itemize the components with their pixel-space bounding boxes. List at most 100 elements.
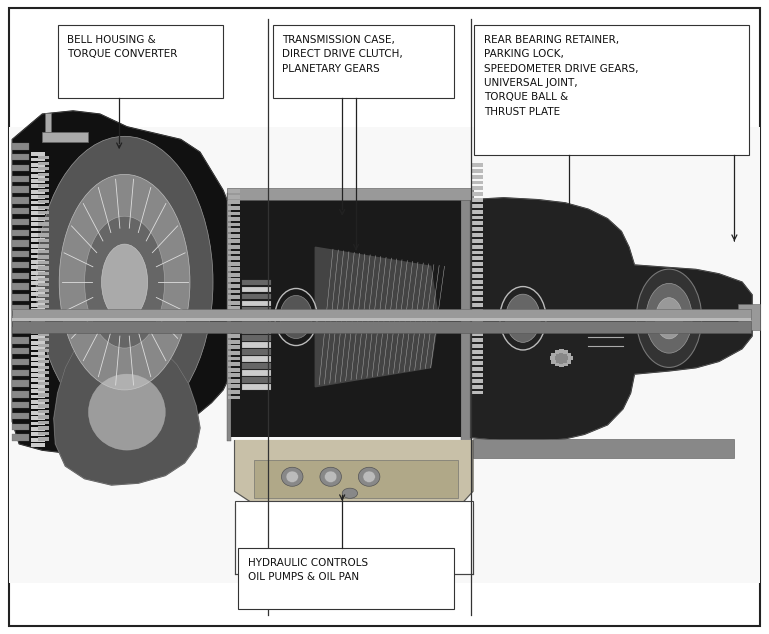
Bar xyxy=(273,25,454,98)
Bar xyxy=(38,377,49,380)
Bar xyxy=(31,184,45,188)
Bar xyxy=(12,402,29,408)
Bar xyxy=(12,316,29,322)
Bar xyxy=(31,217,45,221)
Bar xyxy=(564,363,568,366)
Bar xyxy=(254,460,458,498)
Ellipse shape xyxy=(36,136,213,428)
Bar xyxy=(31,325,45,328)
Bar xyxy=(228,290,240,294)
Bar xyxy=(242,363,271,369)
Bar xyxy=(31,320,45,323)
Bar xyxy=(58,25,223,98)
Bar xyxy=(228,384,240,388)
Bar xyxy=(38,333,49,336)
Bar xyxy=(471,385,483,389)
Bar xyxy=(38,415,49,418)
Bar xyxy=(9,127,760,583)
Bar xyxy=(738,304,760,330)
Bar xyxy=(242,294,271,299)
Bar xyxy=(471,338,483,342)
Bar xyxy=(31,346,45,350)
Bar xyxy=(471,274,483,278)
Bar xyxy=(228,195,240,198)
Bar xyxy=(12,176,29,182)
Bar xyxy=(38,355,49,358)
Bar xyxy=(31,254,45,259)
Bar xyxy=(242,349,271,355)
Bar xyxy=(228,328,240,332)
Bar xyxy=(471,250,483,254)
Bar xyxy=(471,239,483,243)
Polygon shape xyxy=(315,247,438,387)
Bar xyxy=(471,210,483,214)
Bar xyxy=(12,309,751,319)
Bar xyxy=(461,197,471,441)
Bar xyxy=(38,200,49,204)
Bar xyxy=(38,382,49,385)
Bar xyxy=(228,273,240,276)
Bar xyxy=(471,350,483,354)
Bar xyxy=(242,314,271,320)
Bar xyxy=(471,332,483,336)
Bar xyxy=(228,396,240,399)
Bar xyxy=(38,172,49,176)
Bar xyxy=(559,364,564,368)
Bar xyxy=(31,163,45,167)
Bar xyxy=(471,163,483,167)
Bar xyxy=(471,245,483,249)
Bar xyxy=(235,501,473,574)
Bar xyxy=(12,283,29,290)
Bar xyxy=(12,208,29,214)
Bar xyxy=(242,287,271,292)
Bar xyxy=(38,404,49,408)
Text: REAR BEARING RETAINER,
PARKING LOCK,
SPEEDOMETER DRIVE GEARS,
UNIVERSAL JOINT,
T: REAR BEARING RETAINER, PARKING LOCK, SPE… xyxy=(484,35,638,117)
Bar xyxy=(31,298,45,302)
Bar xyxy=(471,181,483,184)
Bar xyxy=(242,301,271,306)
Bar xyxy=(38,288,49,292)
Bar xyxy=(31,411,45,415)
Bar xyxy=(38,272,49,275)
Bar xyxy=(31,276,45,280)
Text: BELL HOUSING &
TORQUE CONVERTER: BELL HOUSING & TORQUE CONVERTER xyxy=(67,35,178,59)
Bar xyxy=(38,360,49,363)
Bar xyxy=(38,432,49,435)
Bar xyxy=(38,250,49,253)
Bar xyxy=(31,223,45,226)
Bar xyxy=(38,256,49,259)
Bar xyxy=(31,384,45,388)
Bar xyxy=(228,200,240,204)
Bar xyxy=(227,193,231,441)
Bar xyxy=(31,378,45,382)
Bar xyxy=(12,370,29,376)
Bar xyxy=(471,344,483,347)
Bar xyxy=(228,362,240,366)
Bar xyxy=(38,338,49,341)
Bar xyxy=(228,334,240,338)
Bar xyxy=(471,309,483,313)
Bar xyxy=(38,437,49,441)
Bar xyxy=(38,217,49,220)
Bar xyxy=(12,165,29,171)
Bar xyxy=(38,410,49,413)
Bar xyxy=(12,294,29,301)
Bar xyxy=(471,256,483,260)
Bar xyxy=(228,189,240,193)
Bar xyxy=(38,266,49,269)
Bar xyxy=(242,321,271,327)
Bar xyxy=(38,178,49,181)
Bar xyxy=(471,175,483,179)
Bar xyxy=(38,223,49,226)
Bar xyxy=(242,328,271,334)
Bar xyxy=(31,422,45,425)
Bar xyxy=(568,356,572,360)
Bar xyxy=(12,380,29,387)
Bar xyxy=(231,200,461,437)
Bar xyxy=(31,265,45,269)
Bar xyxy=(12,197,29,204)
Bar xyxy=(31,357,45,361)
Ellipse shape xyxy=(553,351,570,365)
Bar xyxy=(31,417,45,420)
Bar xyxy=(31,341,45,345)
